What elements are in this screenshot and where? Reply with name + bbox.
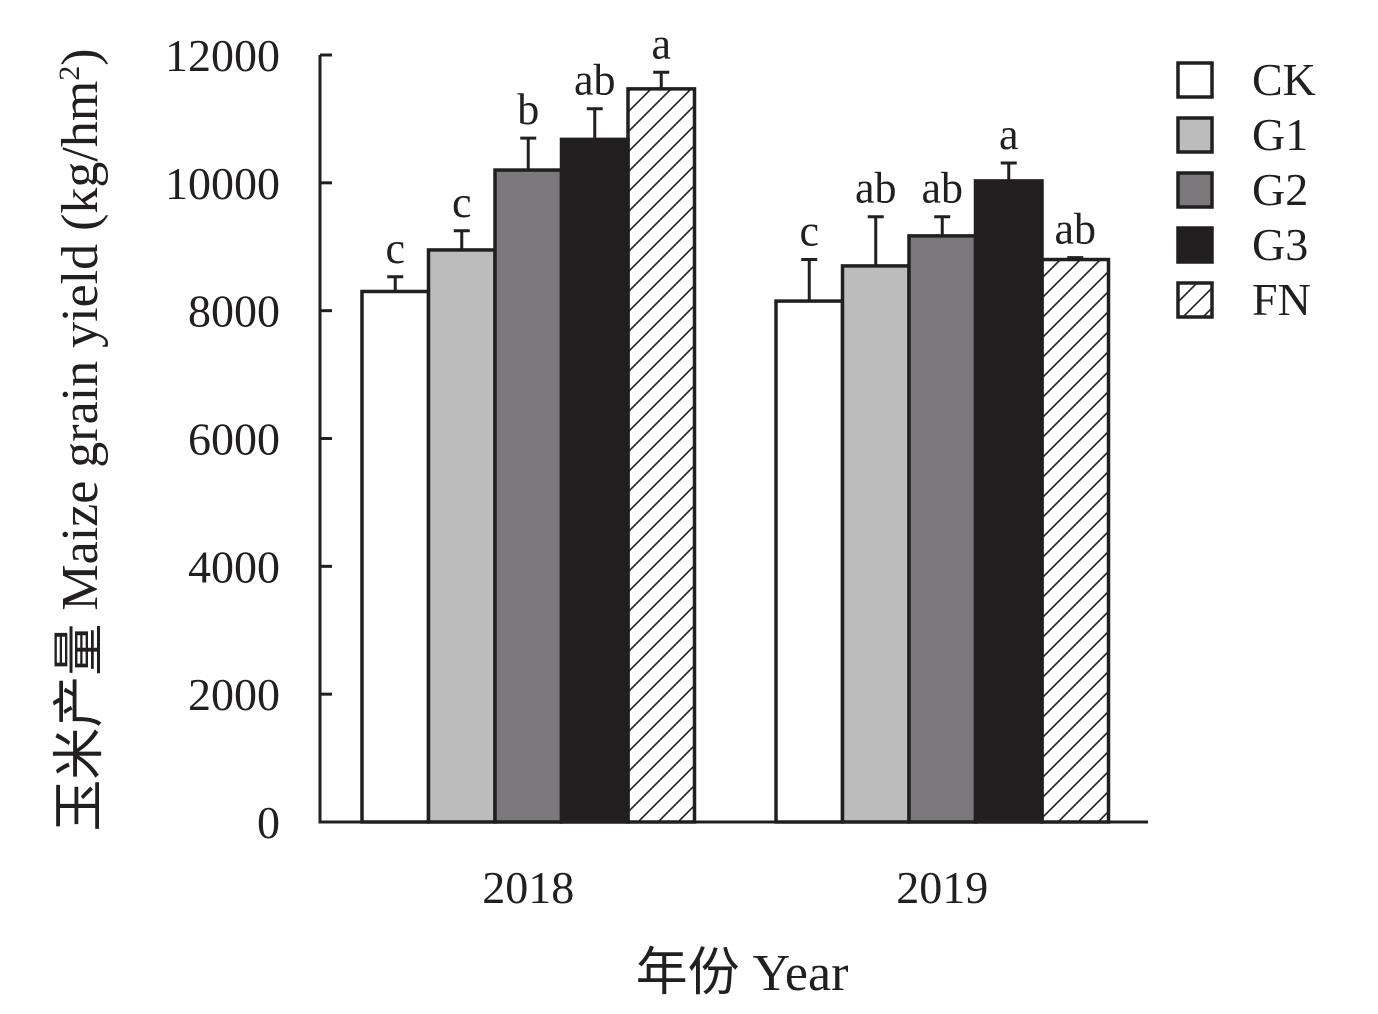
y-tick-label-6000: 6000 [188,414,280,465]
bar-CK-2019 [774,299,845,824]
x-tick-label-2019: 2019 [896,862,988,913]
y-axis-title-superscript: 2 [53,66,86,81]
significance-label-G1-2019: ab [855,164,897,213]
y-axis-title: 玉米产量 Maize grain yield (kg/hm2) [52,48,109,831]
bar-G2-2018 [493,168,564,824]
x-axis-title: 年份 Year [636,945,849,1002]
significance-label-G3-2018: ab [574,56,616,105]
legend-swatch-G3 [1176,226,1214,264]
bar-FN-2018 [626,87,697,824]
legend-swatch-FN [1176,281,1214,319]
bar-G1-2018 [426,248,497,824]
significance-label-G3-2019: a [999,110,1019,159]
y-tick-label-2000: 2000 [188,669,280,720]
significance-label-G2-2018: b [517,85,539,134]
significance-label-CK-2019: c [799,207,819,256]
y-axis-title-gap [52,611,109,624]
bar-G2-2019 [907,234,978,824]
y-tick-label-4000: 4000 [188,541,280,592]
bar-FN-2019 [1040,257,1111,824]
legend-label-FN: FN [1252,274,1311,325]
legend-swatch-G2 [1176,171,1214,209]
y-axis-title-close: ) [52,48,109,65]
legend-label-CK: CK [1252,54,1316,105]
significance-label-G1-2018: c [452,178,472,227]
y-tick-label-8000: 8000 [188,286,280,337]
y-axis-title-en: Maize grain yield (kg/hm [52,81,109,611]
bar-CK-2018 [360,289,431,824]
significance-label-FN-2019: ab [1054,205,1096,254]
legend-swatch-CK [1176,61,1214,99]
bar-G3-2019 [973,179,1044,824]
legend-swatch-G1 [1176,116,1214,154]
legend-label-G3: G3 [1252,219,1308,270]
legend-label-G1: G1 [1252,109,1308,160]
x-tick-label-2018: 2018 [482,862,574,913]
y-axis-title-cn: 玉米产量 [52,624,109,832]
bar-G3-2018 [559,137,630,824]
y-tick-label-0: 0 [257,797,280,848]
significance-label-CK-2018: c [385,224,405,273]
y-tick-label-10000: 10000 [165,158,280,209]
bar-G1-2019 [840,264,911,824]
legend-label-G2: G2 [1252,164,1308,215]
y-tick-label-12000: 12000 [165,30,280,81]
axes: 0 2000 4000 6000 8000 10000 12000 2018 2019 [165,30,1148,913]
significance-label-FN-2018: a [651,19,671,68]
significance-label-G2-2019: ab [921,164,963,213]
